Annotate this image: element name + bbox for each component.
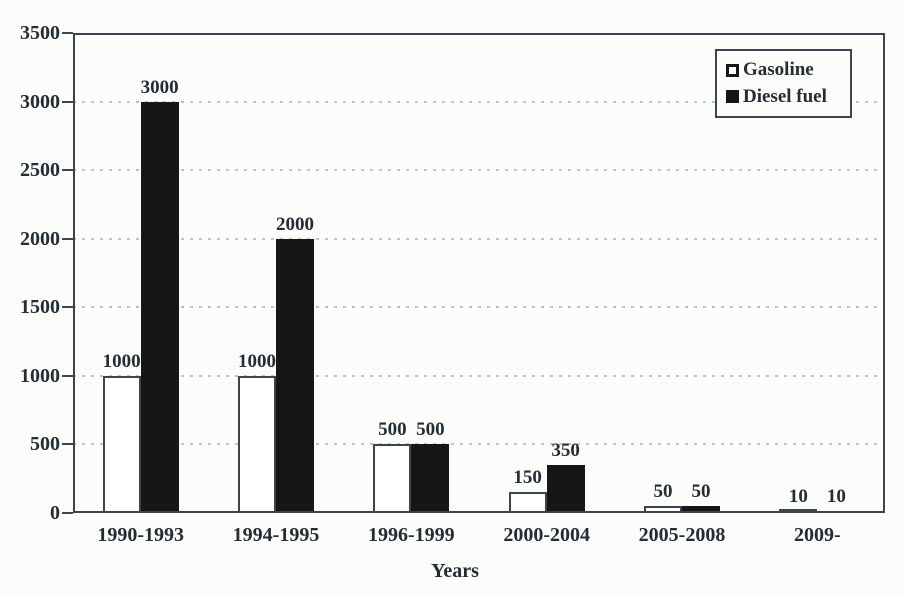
legend-item-diesel: Diesel fuel [726,85,846,107]
bar-value-label-diesel-fuel-2009-: 10 [826,486,846,507]
gridline-500 [73,443,885,446]
bar-value-label-gasoline-2005-2008: 50 [653,481,673,502]
x-tick-label-2009-: 2009- [793,524,841,546]
y-tick-label: 0 [50,502,60,524]
bar-value-label-gasoline-1990-1993: 1000 [102,351,141,372]
bar-value-label-diesel-fuel-1990-1993: 3000 [140,77,179,98]
y-tick-500 [62,443,73,446]
bar-value-label-diesel-fuel-1996-1999: 500 [416,419,445,440]
legend-item-gasoline: Gasoline [726,60,846,80]
y-tick-3500 [62,32,73,34]
bar-gasoline-1994-1995 [238,376,276,513]
bar-value-label-gasoline-2000-2004: 150 [513,467,542,488]
gridline-2000 [73,237,885,240]
bar-diesel-fuel-2009- [817,511,856,513]
diesel-swatch-icon [726,90,739,104]
x-axis-title: Years [431,560,479,582]
y-tick-label: 1000 [20,364,60,387]
gridline-1500 [73,306,885,309]
bar-value-label-gasoline-1996-1999: 500 [378,419,407,440]
y-tick-label: 2500 [20,159,60,182]
y-tick-1500 [62,306,73,309]
bar-value-label-gasoline-2009-: 10 [788,486,808,507]
y-tick-1000 [62,374,73,377]
x-tick-label-1990-1993: 1990-1993 [97,524,184,546]
x-tick-label-1996-1999: 1996-1999 [367,524,455,546]
bar-gasoline-1990-1993 [102,376,141,513]
gridline-3000 [73,100,885,103]
y-tick-2000 [62,237,73,240]
bar-diesel-fuel-2000-2004 [546,465,585,513]
y-tick-label: 500 [30,433,60,456]
bar-value-label-diesel-fuel-1994-1995: 2000 [276,214,314,235]
y-tick-0 [62,512,73,514]
y-tick-label: 3500 [20,22,60,44]
bar-gasoline-2009- [779,509,818,513]
y-tick-label: 1500 [20,296,60,319]
y-tick-label: 2000 [20,227,60,250]
y-tick-3000 [62,100,73,103]
x-tick-label-1994-1995: 1994-1995 [232,524,320,546]
plot-area: 1000 3000 1000 2000 500 500 150 350 50 50 10 10 [73,33,885,513]
bar-value-label-gasoline-1994-1995: 1000 [238,351,276,372]
x-tick-label-2005-2008: 2005-2008 [638,524,726,546]
gasoline-swatch-icon [726,63,739,77]
bar-diesel-fuel-2005-2008 [682,506,720,513]
gridline-1000 [73,374,885,377]
bar-diesel-fuel-1990-1993 [140,102,179,513]
legend-label-diesel: Diesel fuel [743,85,827,107]
gridline-2500 [73,169,885,172]
bar-value-label-diesel-fuel-2000-2004: 350 [551,440,580,461]
x-tick-label-2000-2004: 2000-2004 [503,524,590,546]
legend-label-gasoline: Gasoline [743,59,814,81]
bar-value-label-diesel-fuel-2005-2008: 50 [691,481,711,502]
bar-diesel-fuel-1994-1995 [276,239,314,513]
bar-gasoline-1996-1999 [373,444,412,513]
legend: Gasoline Diesel fuel [715,49,852,118]
bar-gasoline-2000-2004 [508,492,547,513]
bar-gasoline-2005-2008 [644,506,682,513]
y-tick-label: 3000 [20,90,60,113]
y-tick-2500 [62,169,73,172]
bar-diesel-fuel-1996-1999 [411,444,450,513]
